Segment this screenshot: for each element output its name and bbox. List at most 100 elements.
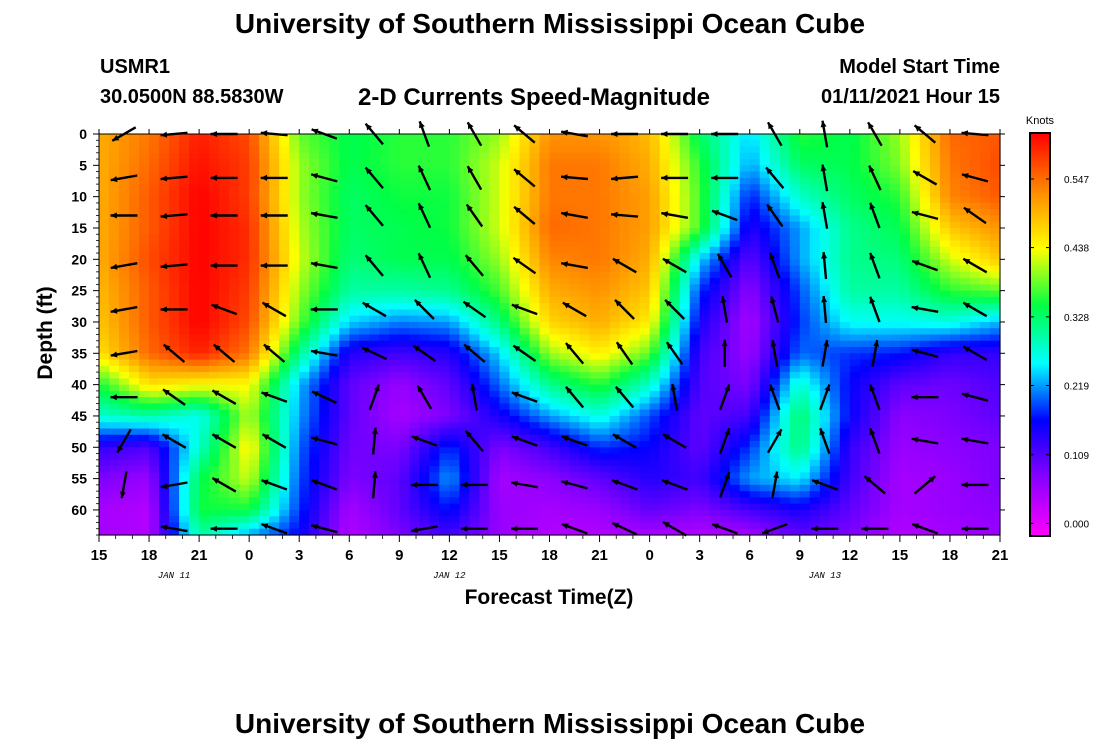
heatmap-cell: [379, 434, 390, 442]
heatmap-cell: [259, 221, 270, 229]
heatmap-cell: [649, 441, 661, 448]
heatmap-cell: [229, 459, 240, 467]
heatmap-cell: [429, 434, 440, 442]
heatmap-cell: [839, 234, 851, 242]
heatmap-cell: [119, 290, 130, 298]
heatmap-cell: [379, 202, 390, 210]
heatmap-cell: [199, 259, 210, 267]
heatmap-cell: [149, 265, 160, 273]
heatmap-cell: [369, 466, 380, 473]
heatmap-cell: [279, 165, 290, 173]
heatmap-cell: [189, 403, 200, 411]
heatmap-cell: [719, 209, 731, 217]
heatmap-cell: [649, 447, 661, 455]
heatmap-cell: [909, 196, 921, 204]
heatmap-cell: [889, 265, 901, 273]
heatmap-cell: [369, 378, 380, 386]
heatmap-cell: [719, 271, 731, 279]
heatmap-cell: [739, 309, 751, 317]
heatmap-cell: [619, 472, 631, 480]
heatmap-cell: [899, 466, 911, 473]
heatmap-cell: [339, 284, 350, 292]
heatmap-cell: [769, 209, 781, 217]
heatmap-cell: [539, 271, 551, 279]
heatmap-cell: [669, 453, 681, 461]
heatmap-cell: [299, 403, 310, 411]
heatmap-cell: [629, 372, 641, 379]
heatmap-cell: [949, 390, 961, 398]
heatmap-cell: [419, 196, 430, 204]
heatmap-cell: [479, 372, 491, 379]
heatmap-cell: [889, 340, 901, 348]
heatmap-cell: [509, 415, 521, 423]
heatmap-cell: [389, 340, 400, 348]
heatmap-cell: [689, 284, 701, 292]
heatmap-cell: [869, 390, 881, 398]
heatmap-cell: [269, 290, 280, 298]
heatmap-cell: [459, 215, 471, 223]
heatmap-cell: [699, 409, 711, 417]
heatmap-cell: [669, 296, 681, 304]
heatmap-cell: [639, 140, 651, 148]
heatmap-cell: [119, 190, 130, 198]
heatmap-cell: [259, 296, 270, 304]
heatmap-cell: [839, 134, 851, 141]
heatmap-cell: [929, 202, 941, 210]
heatmap-cell: [959, 146, 971, 154]
heatmap-cell: [829, 409, 841, 417]
heatmap-cell: [779, 441, 791, 448]
heatmap-cell: [789, 466, 801, 473]
heatmap-cell: [909, 253, 921, 260]
heatmap-cell: [399, 177, 410, 185]
heatmap-cell: [749, 384, 761, 392]
heatmap-cell: [679, 284, 691, 292]
heatmap-cell: [319, 453, 330, 461]
heatmap-cell: [899, 246, 911, 254]
heatmap-cell: [219, 441, 230, 448]
heatmap-cell: [799, 152, 811, 160]
heatmap-cell: [889, 409, 901, 417]
heatmap-cell: [99, 372, 110, 379]
heatmap-cell: [119, 428, 130, 436]
heatmap-cell: [529, 353, 541, 361]
heatmap-cell: [99, 259, 110, 267]
heatmap-cell: [579, 296, 591, 304]
heatmap-cell: [369, 409, 380, 417]
heatmap-cell: [449, 146, 460, 154]
heatmap-cell: [739, 240, 751, 248]
heatmap-cell: [109, 315, 120, 323]
heatmap-cell: [629, 384, 641, 392]
heatmap-cell: [509, 466, 521, 473]
heatmap-cell: [639, 177, 651, 185]
heatmap-cell: [119, 459, 130, 467]
heatmap-cell: [499, 347, 511, 354]
heatmap-cell: [909, 152, 921, 160]
heatmap-cell: [889, 415, 901, 423]
heatmap-cell: [799, 340, 811, 348]
heatmap-cell: [599, 202, 611, 210]
heatmap-cell: [919, 146, 931, 154]
heatmap-cell: [959, 159, 971, 166]
heatmap-cell: [509, 315, 521, 323]
heatmap-cell: [109, 290, 120, 298]
heatmap-cell: [509, 403, 521, 411]
heatmap-cell: [729, 240, 741, 248]
heatmap-cell: [279, 253, 290, 260]
heatmap-cell: [949, 265, 961, 273]
heatmap-cell: [259, 315, 270, 323]
heatmap-cell: [569, 152, 581, 160]
heatmap-cell: [909, 234, 921, 242]
heatmap-cell: [379, 134, 390, 141]
heatmap-cell: [869, 447, 881, 455]
heatmap-cell: [149, 353, 160, 361]
heatmap-cell: [319, 227, 330, 235]
heatmap-cell: [209, 409, 220, 417]
heatmap-cell: [169, 296, 180, 304]
heatmap-cell: [799, 347, 811, 354]
heatmap-cell: [899, 422, 911, 430]
heatmap-cell: [319, 315, 330, 323]
heatmap-cell: [429, 397, 440, 405]
heatmap-cell: [739, 278, 751, 285]
heatmap-cell: [519, 303, 531, 311]
heatmap-cell: [159, 372, 170, 379]
